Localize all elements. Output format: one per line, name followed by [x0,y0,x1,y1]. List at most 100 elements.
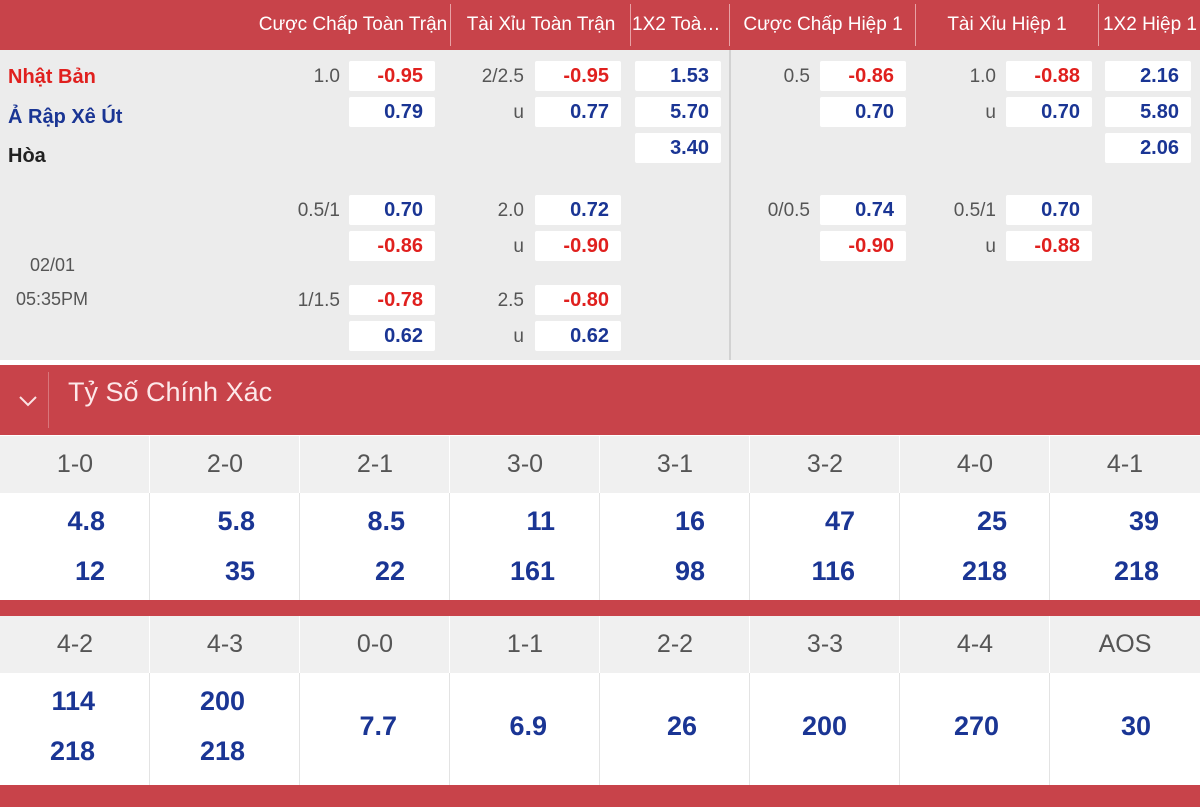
score-odds[interactable]: 114 [51,686,95,716]
header-divider [450,4,451,46]
score-odds[interactable]: 270 [953,711,999,741]
column-divider [149,616,150,673]
odds-cell[interactable]: -0.86 [820,61,906,91]
odds-cell[interactable]: -0.88 [1006,61,1092,91]
col-h1-handicap[interactable]: Cược Chấp Hiệp 1 [743,14,903,35]
score-label: 3-2 [806,450,844,478]
score-odds[interactable]: 6.9 [509,711,547,741]
odds-cell[interactable]: 0.79 [349,97,435,127]
odds-cell[interactable]: -0.90 [820,231,906,261]
col-ft-handicap[interactable]: Cược Chấp Toàn Trận [258,14,448,35]
col-h1-overunder[interactable]: Tài Xỉu Hiệp 1 [947,14,1067,35]
odds-cell[interactable]: 0.70 [349,195,435,225]
score-odds[interactable]: 7.7 [359,711,397,741]
chevron-down-icon[interactable] [18,395,38,407]
score-odds[interactable]: 35 [224,556,255,586]
odds-cell[interactable]: -0.80 [535,285,621,315]
odds-cell[interactable]: -0.90 [535,231,621,261]
ou-line: 2.0 [497,200,524,221]
odds-cell[interactable]: 2.16 [1105,61,1191,91]
odds-cell[interactable]: 0.72 [535,195,621,225]
score-odds[interactable]: 8.5 [367,506,405,536]
odds-cell[interactable]: -0.78 [349,285,435,315]
odds-cell[interactable]: -0.95 [349,61,435,91]
handicap-line: 1/1.5 [297,290,340,311]
score-odds[interactable]: 30 [1120,711,1151,741]
column-divider [1049,616,1050,673]
column-divider [749,673,750,785]
score-odds[interactable]: 218 [49,736,95,766]
odds-cell[interactable]: 5.80 [1105,97,1191,127]
home-team: Nhật Bản [8,66,96,88]
score-odds[interactable]: 26 [666,711,697,741]
score-odds[interactable]: 200 [199,686,245,716]
odds-cell[interactable]: 0.74 [820,195,906,225]
col-h1-1x2[interactable]: 1X2 Hiệp 1 [1102,14,1197,35]
handicap-line: 0.5/1 [297,200,340,221]
odds-cell[interactable]: 3.40 [635,133,721,163]
score-odds[interactable]: 161 [509,556,555,586]
odds-cell[interactable]: 0.62 [535,321,621,351]
odds-cell[interactable]: 2.06 [1105,133,1191,163]
score-label: 0-0 [356,630,394,658]
score-odds[interactable]: 22 [374,556,405,586]
column-divider [599,436,600,493]
odds-cell[interactable]: 0.70 [1006,195,1092,225]
header-divider [729,4,730,46]
odds-header [0,0,1200,50]
score-label: 4-2 [56,630,94,658]
score-label: 4-3 [206,630,244,658]
column-divider [299,616,300,673]
match-time: 05:35PM [16,289,89,309]
score-label: 4-4 [956,630,994,658]
odds-cell[interactable]: -0.88 [1006,231,1092,261]
ou-line: 2/2.5 [481,66,524,87]
draw-label: Hòa [8,145,46,167]
under-label: u [513,236,524,257]
odds-cell[interactable]: 0.62 [349,321,435,351]
odds-cell[interactable]: 0.70 [820,97,906,127]
score-header-row [0,436,1200,493]
score-odds[interactable]: 4.8 [67,506,105,536]
correct-score-header[interactable] [0,365,1200,435]
column-divider [899,436,900,493]
odds-cell[interactable]: -0.86 [349,231,435,261]
score-odds[interactable]: 12 [74,556,105,586]
column-divider [749,436,750,493]
score-label: 3-0 [506,450,544,478]
score-odds[interactable]: 98 [674,556,705,586]
score-odds[interactable]: 218 [199,736,245,766]
odds-cell[interactable]: 0.70 [1006,97,1092,127]
score-odds[interactable]: 200 [801,711,847,741]
score-odds[interactable]: 39 [1128,506,1159,536]
under-label: u [513,102,524,123]
odds-cell[interactable]: 0.77 [535,97,621,127]
score-label: 1-1 [506,630,544,658]
header-divider [630,4,631,46]
score-label: 2-2 [656,630,694,658]
under-label: u [985,236,996,257]
score-odds[interactable]: 116 [811,556,855,586]
score-odds[interactable]: 218 [961,556,1007,586]
col-ft-1x2[interactable]: 1X2 Toàn Trận [632,14,728,35]
odds-cell[interactable]: 5.70 [635,97,721,127]
column-divider [1049,673,1050,785]
score-odds[interactable]: 16 [674,506,705,536]
away-team: Ả Rập Xê Út [8,106,123,128]
column-divider [449,436,450,493]
column-divider [599,493,600,600]
score-odds[interactable]: 5.8 [217,506,255,536]
score-odds[interactable]: 25 [976,506,1007,536]
score-odds[interactable]: 47 [824,506,855,536]
column-divider [899,493,900,600]
col-ft-overunder[interactable]: Tài Xỉu Toàn Trận [466,14,616,35]
column-divider [899,673,900,785]
score-odds[interactable]: 11 [526,506,555,536]
odds-cell[interactable]: -0.95 [535,61,621,91]
odds-cell[interactable]: 1.53 [635,61,721,91]
handicap-line: 0.5 [783,66,810,87]
score-odds[interactable]: 218 [1113,556,1159,586]
column-divider [149,493,150,600]
score-header-row [0,616,1200,673]
column-divider [149,673,150,785]
